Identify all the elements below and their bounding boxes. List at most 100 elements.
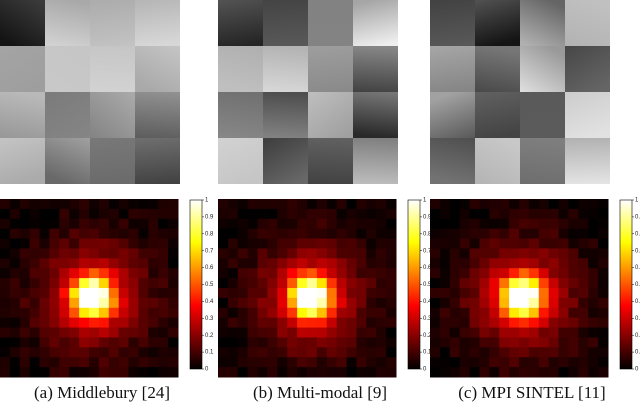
heatmap-cell — [49, 238, 60, 249]
heatmap-cell — [108, 357, 120, 368]
heatmap-cell — [158, 248, 169, 259]
heatmap-cell — [568, 228, 579, 240]
heatmap-cell — [98, 278, 110, 289]
heatmap-cell — [598, 357, 609, 368]
heatmap-cell — [588, 337, 599, 348]
heatmap-cell — [366, 218, 377, 230]
heatmap-cell — [9, 357, 21, 368]
image-patch — [308, 92, 353, 138]
heatmap-cell — [237, 317, 249, 329]
image-patch — [520, 92, 565, 138]
heatmap-cell — [538, 288, 550, 299]
heatmap-cell — [89, 357, 100, 368]
heatmap-cell — [307, 337, 318, 348]
heatmap-cell — [89, 258, 100, 269]
heatmap-cell — [9, 347, 21, 358]
heatmap-cell — [118, 297, 130, 309]
heatmap-cell — [449, 288, 461, 299]
heatmap-cell — [89, 208, 100, 220]
heatmap-cell — [9, 367, 21, 378]
heatmap-cell — [297, 228, 308, 240]
heatmap-cell — [118, 268, 130, 279]
heatmap-cell — [89, 327, 100, 338]
heatmap-cell — [459, 317, 471, 329]
heatmap-cell — [356, 248, 367, 259]
heatmap-cell — [479, 327, 490, 338]
heatmap-cell — [386, 228, 397, 240]
heatmap-cell — [148, 307, 159, 319]
heatmap-cell — [449, 337, 461, 348]
heatmap-cell — [439, 258, 451, 269]
heatmap-cell — [267, 347, 278, 358]
heatmap-cell — [297, 307, 308, 319]
heatmap-cell — [59, 228, 70, 240]
heatmap-cell — [489, 357, 500, 368]
heatmap-cell — [98, 297, 110, 309]
heatmap-cell — [287, 218, 298, 230]
heatmap-cell — [218, 208, 229, 220]
heatmap-cell — [118, 199, 130, 210]
heatmap-cell — [247, 288, 259, 299]
heatmap-cell — [469, 258, 480, 269]
heatmap-cell — [168, 268, 179, 279]
heatmap-cell — [386, 317, 397, 329]
heatmap-cell — [287, 258, 298, 269]
heatmap-cell — [19, 218, 31, 230]
heatmap-cell — [257, 228, 268, 240]
heatmap-cell — [49, 297, 60, 309]
heatmap-cell — [459, 208, 471, 220]
heatmap-cell — [598, 307, 609, 319]
heatmap-cell — [479, 278, 490, 289]
heatmap-cell — [118, 248, 130, 259]
heatmap-cell — [578, 218, 589, 230]
heatmap-cell — [430, 327, 441, 338]
heatmap-cell — [227, 248, 239, 259]
heatmap-cell — [538, 317, 550, 329]
heatmap-cell — [19, 307, 31, 319]
heatmap-cell — [449, 357, 461, 368]
heatmap-cell — [128, 199, 139, 210]
heatmap-cell — [509, 357, 520, 368]
heatmap-cell — [297, 278, 308, 289]
heatmap-cell — [326, 258, 338, 269]
heatmap-cell — [128, 238, 139, 249]
heatmap-cell — [568, 218, 579, 230]
heatmap-cell — [118, 278, 130, 289]
heatmap-cell — [168, 228, 179, 240]
heatmap-cell — [49, 218, 60, 230]
heatmap-cell — [346, 347, 357, 358]
heatmap-cell — [346, 357, 357, 368]
heatmap-cell — [168, 367, 179, 378]
heatmap-cell — [598, 268, 609, 279]
image-patch — [263, 92, 308, 138]
heatmap-cell — [39, 347, 50, 358]
heatmap-cell — [558, 238, 569, 249]
heatmap-cell — [376, 208, 387, 220]
heatmap-cell — [19, 367, 31, 378]
heatmap-cell — [316, 367, 328, 378]
heatmap-cell — [366, 307, 377, 319]
heatmap-cell — [257, 258, 268, 269]
heatmap-cell — [499, 268, 510, 279]
heatmap-cell — [430, 268, 441, 279]
colorbar-tick-label: 0.9 — [635, 214, 640, 220]
heatmap-cell — [459, 357, 471, 368]
heatmap-cell — [376, 238, 387, 249]
heatmap-cell — [277, 317, 288, 329]
image-patch — [90, 138, 135, 184]
heatmap-cell — [108, 347, 120, 358]
heatmap-cell — [138, 317, 149, 329]
heatmap-cell — [237, 347, 249, 358]
heatmap-cell — [366, 278, 377, 289]
heatmap-cell — [509, 278, 520, 289]
heatmap-cell — [138, 337, 149, 348]
heatmap-cell — [578, 278, 589, 289]
heatmap-cell — [578, 288, 589, 299]
heatmap-cell — [469, 347, 480, 358]
heatmap-cell — [9, 327, 21, 338]
heatmap-cell — [9, 337, 21, 348]
heatmap-cell — [138, 327, 149, 338]
heatmap-cell — [439, 317, 451, 329]
heatmap-cell — [439, 238, 451, 249]
heatmap-cell — [346, 248, 357, 259]
